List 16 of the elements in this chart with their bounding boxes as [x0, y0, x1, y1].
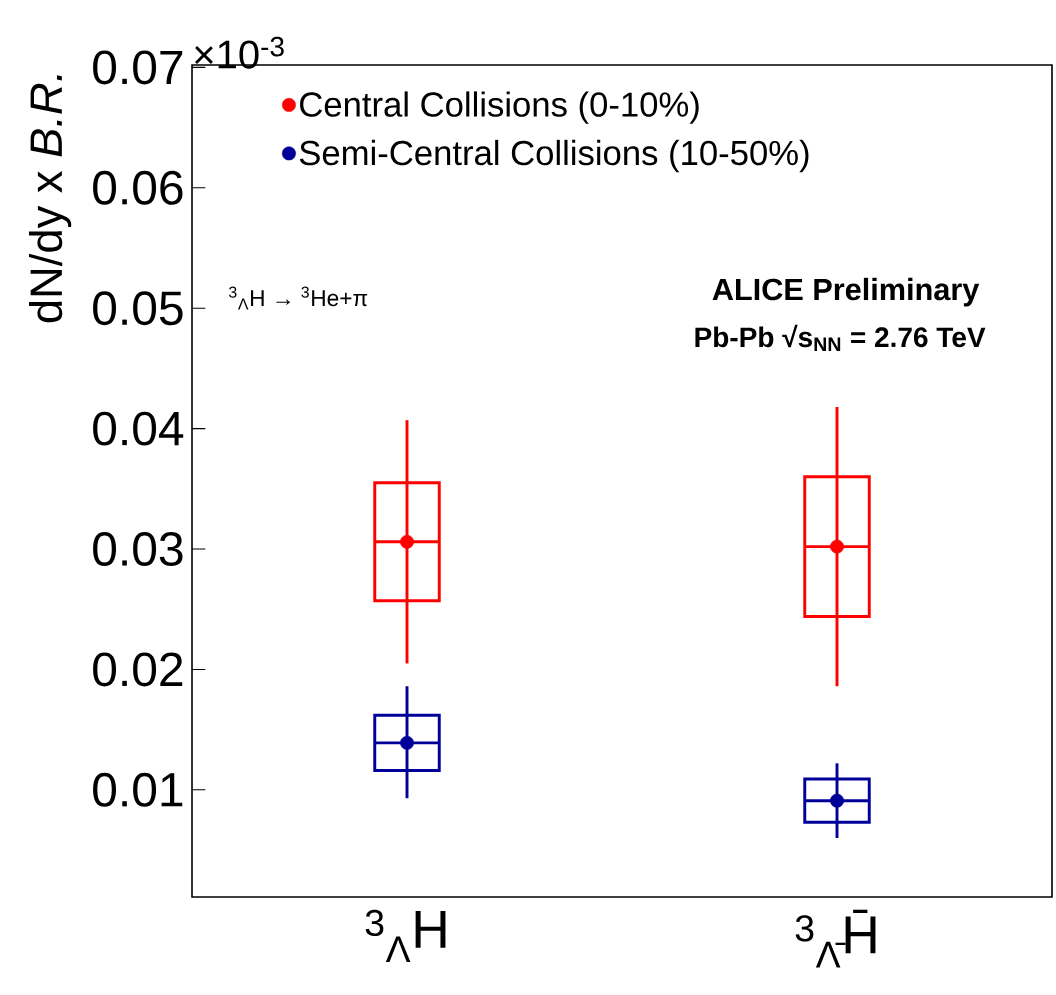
annotation: ALICE Preliminary	[712, 277, 980, 307]
legend-label: Semi-Central Collisions (10-50%)	[299, 139, 809, 173]
y-tick-label: 0.05	[93, 291, 183, 326]
y-tick-label: 0.04	[93, 411, 184, 446]
x-tick-label: 3$_{Λ}$H	[365, 909, 446, 963]
annotation: 3$_{Λ}$H → $^{3}$He+π	[229, 286, 368, 310]
y-tick-label: 0.03	[93, 532, 183, 566]
y-tick-label: 0.07	[93, 50, 183, 85]
legend-label: Central Collisions (0-10%)	[300, 91, 699, 124]
y-tick-label: 0.02	[93, 652, 183, 687]
y-tick-label: 0.06	[93, 170, 183, 205]
y-axis-title: dN/dy x B.R.	[28, 75, 72, 323]
x-tick-label: 3$_{Λ̄}$H̄	[795, 909, 876, 968]
annotation: Pb-Pb √s$_{NN}$ = 2.76 TeV	[695, 324, 986, 352]
annotation: ×10$^{-3}$	[195, 36, 284, 69]
y-tick-label: 0.01	[93, 772, 183, 807]
